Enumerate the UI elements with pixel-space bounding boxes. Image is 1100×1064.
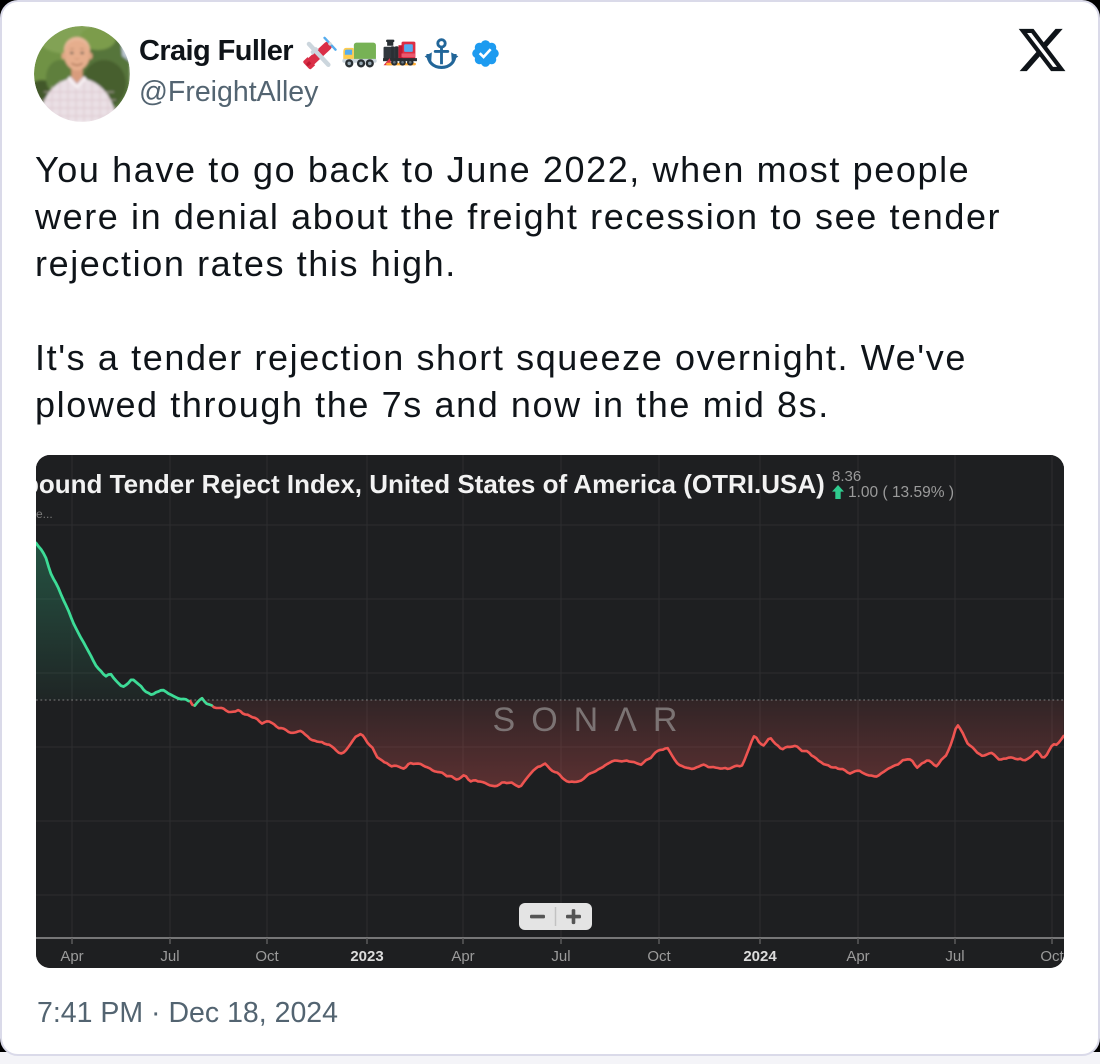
svg-text:Jul: Jul	[945, 948, 964, 965]
svg-text:2024: 2024	[743, 948, 777, 965]
svg-text:2023: 2023	[350, 948, 383, 965]
svg-text:Apr: Apr	[60, 948, 83, 965]
svg-text:SONΛR: SONΛR	[493, 701, 694, 739]
svg-text:Apr: Apr	[846, 948, 869, 965]
svg-text:Jul: Jul	[551, 948, 570, 965]
svg-text:Oct: Oct	[1040, 948, 1064, 965]
svg-text:Oct: Oct	[647, 948, 671, 965]
svg-text:Jul: Jul	[160, 948, 179, 965]
svg-text:Apr: Apr	[451, 948, 474, 965]
svg-text:Oct: Oct	[255, 948, 279, 965]
